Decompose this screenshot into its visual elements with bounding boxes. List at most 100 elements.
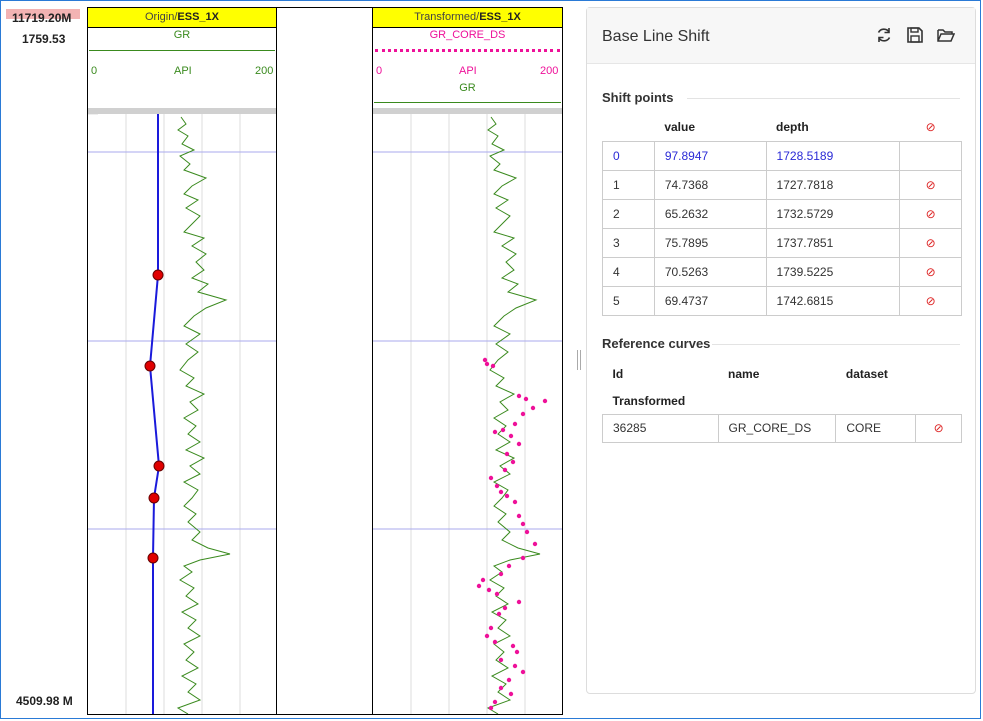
shift-delete-icon[interactable]: ⊘ [899,285,962,316]
shift-points-header: value depth ⊘ [603,113,962,141]
shift-point-row[interactable]: 2 65.2632 1732.5729 ⊘ [602,198,962,229]
origin-track[interactable]: Origin/ESS_1X GR 0 API 200 [87,7,277,715]
origin-track-title: Origin/ESS_1X [88,8,276,28]
ref-header-id: Id [612,367,624,381]
shift-delete-icon[interactable]: ⊘ [899,198,962,229]
track-gap [276,7,373,715]
shift-depth: 1727.7818 [765,169,901,200]
save-icon[interactable] [906,26,924,44]
core-dot [498,489,504,495]
shift-index: 0 [602,140,655,171]
core-dot [482,357,488,363]
shift-points-table: value depth ⊘ 0 97.8947 1728.5189 1 74.7368 1… [602,113,962,316]
core-dot [520,555,526,561]
core-dot [480,577,486,583]
shift-point-row[interactable]: 3 75.7895 1737.7851 ⊘ [602,227,962,258]
core-dot [488,475,494,481]
core-dot [492,699,498,705]
core-dot [488,625,494,631]
ref-id: 36285 [602,413,719,443]
core-dot [523,396,529,402]
shift-delete-icon[interactable]: ⊘ [899,169,962,200]
open-folder-icon[interactable] [937,26,955,44]
shift-depth: 1737.7851 [765,227,901,258]
shift-index: 3 [602,227,655,258]
transformed-scale-max: 200 [540,65,559,77]
core-dot [484,633,490,639]
depth-column: 11719.20M 1759.53 4509.98 M [2,8,86,714]
shift-point-markers[interactable] [144,269,165,564]
core-dot [488,705,494,711]
core-dot [514,649,520,655]
origin-scale-min: 0 [91,65,98,77]
shift-point-marker[interactable] [147,552,159,564]
shift-point-marker[interactable] [152,269,164,281]
transformed-curve-name: GR_CORE_DS [429,29,506,41]
core-dot [490,363,496,369]
core-dot [508,691,514,697]
refresh-icon[interactable] [875,26,893,44]
transformed-plot [373,114,562,714]
ref-name: GR_CORE_DS [717,413,837,443]
origin-plot [88,114,276,714]
shift-delete-icon[interactable]: ⊘ [899,227,962,258]
core-dot [486,587,492,593]
core-dot [504,493,510,499]
shift-point-row[interactable]: 4 70.5263 1739.5225 ⊘ [602,256,962,287]
shift-delete-icon[interactable] [899,140,962,171]
core-dot [506,563,512,569]
reference-row[interactable]: 36285 GR_CORE_DS CORE ⊘ [602,413,962,443]
shift-delete-icon[interactable]: ⊘ [899,256,962,287]
shift-value: 69.4737 [653,285,767,316]
ref-header-blank [916,360,962,388]
shift-points-divider [687,98,960,99]
core-dot [502,605,508,611]
core-dot [520,521,526,527]
core-dot [506,677,512,683]
core-dot [512,421,518,427]
origin-grid [88,114,276,714]
shift-point-row[interactable]: 0 97.8947 1728.5189 [602,140,962,171]
baseline-shift-line [148,114,161,714]
shift-depth: 1728.5189 [765,140,901,171]
transformed-track[interactable]: Transformed/ESS_1X GR_CORE_DS 0 API 200 … [372,7,563,715]
core-dot [492,639,498,645]
shift-index: 1 [602,169,655,200]
panel-splitter[interactable] [577,350,581,370]
shift-point-marker[interactable] [144,360,156,372]
origin-track-separator [88,108,276,114]
core-dot [530,405,536,411]
core-dot [500,427,506,433]
core-dot [492,429,498,435]
transformed-curve-dotline [375,49,560,55]
shift-points-body: 0 97.8947 1728.5189 1 74.7368 1727.7818 ⊘ 2 65.2… [602,140,962,316]
delete-all-icon[interactable]: ⊘ [925,119,936,134]
core-dot [516,513,522,519]
shift-point-row[interactable]: 5 69.4737 1742.6815 ⊘ [602,285,962,316]
core-dot [516,599,522,605]
shift-point-marker[interactable] [153,460,165,472]
core-dot [520,411,526,417]
reference-header: Id name dataset [603,360,962,388]
core-dot [532,541,538,547]
shift-value: 65.2632 [653,198,767,229]
core-dot [508,433,514,439]
depth-top-value-2: 1759.53 [22,32,66,46]
baseline-shift-panel: Base Line Shift Shift points value depth… [586,7,976,694]
origin-gr-curve [176,116,231,714]
shift-value: 97.8947 [653,140,767,171]
core-dot [476,583,482,589]
shift-point-marker[interactable] [148,492,160,504]
core-dot [502,467,508,473]
shift-index: 4 [602,256,655,287]
core-dot [494,591,500,597]
shift-depth: 1742.6815 [765,285,901,316]
depth-top-text: 11719.20M [12,11,72,25]
origin-curve-name: GR [173,29,191,41]
depth-top-value: 11719.20M [6,9,80,25]
shift-point-row[interactable]: 1 74.7368 1727.7818 ⊘ [602,169,962,200]
transformed-track-separator [373,108,562,114]
reference-curves-table: Id name dataset Transformed 36285 GR_COR… [602,360,962,443]
ref-delete-icon[interactable]: ⊘ [915,413,962,443]
core-dot [524,529,530,535]
